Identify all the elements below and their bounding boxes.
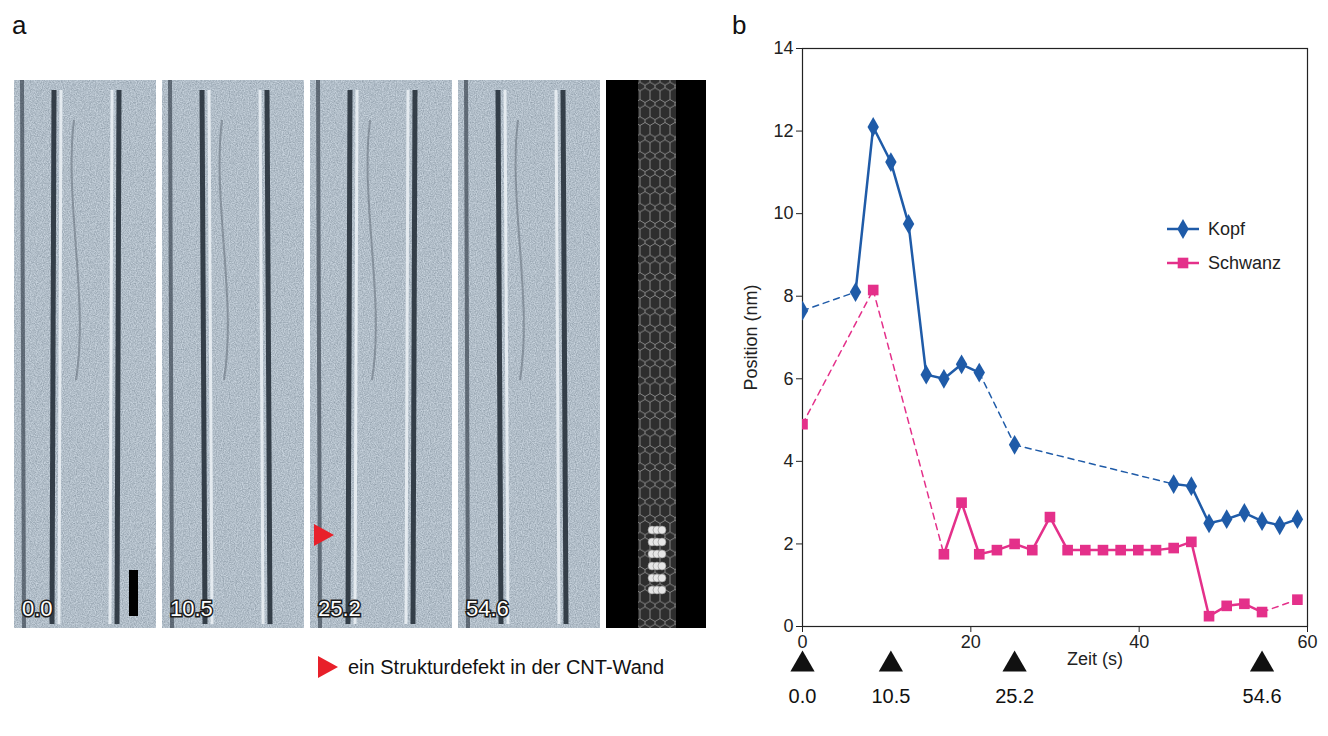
- svg-text:60: 60: [1297, 632, 1317, 652]
- svg-text:20: 20: [961, 632, 981, 652]
- svg-text:40: 40: [1129, 632, 1149, 652]
- svg-text:8: 8: [783, 286, 793, 306]
- svg-text:10.5: 10.5: [170, 596, 213, 621]
- svg-text:Position (nm): Position (nm): [741, 284, 761, 390]
- svg-text:10.5: 10.5: [871, 685, 910, 707]
- svg-text:10: 10: [773, 203, 793, 223]
- svg-text:0: 0: [783, 616, 793, 636]
- svg-text:4: 4: [783, 451, 793, 471]
- svg-text:ein Strukturdefekt in der CNT-: ein Strukturdefekt in der CNT-Wand: [348, 656, 664, 678]
- html-text:Schwanz: Schwanz: [1208, 252, 1281, 273]
- svg-text:0: 0: [797, 632, 807, 652]
- html-text:a: a: [12, 10, 27, 40]
- svg-text:0.0: 0.0: [22, 596, 53, 621]
- svg-text:2: 2: [783, 534, 793, 554]
- svg-text:25.2: 25.2: [318, 596, 361, 621]
- html-text:Kopf: Kopf: [1208, 218, 1245, 239]
- svg-text:25.2: 25.2: [995, 685, 1034, 707]
- svg-text:6: 6: [783, 369, 793, 389]
- svg-text:54.6: 54.6: [466, 596, 509, 621]
- html-text:b: b: [732, 10, 747, 40]
- svg-text:12: 12: [773, 121, 793, 141]
- svg-text:54.6: 54.6: [1243, 685, 1282, 707]
- svg-text:Zeit (s): Zeit (s): [1067, 649, 1123, 669]
- svg-text:14: 14: [773, 38, 793, 58]
- svg-text:0.0: 0.0: [789, 685, 817, 707]
